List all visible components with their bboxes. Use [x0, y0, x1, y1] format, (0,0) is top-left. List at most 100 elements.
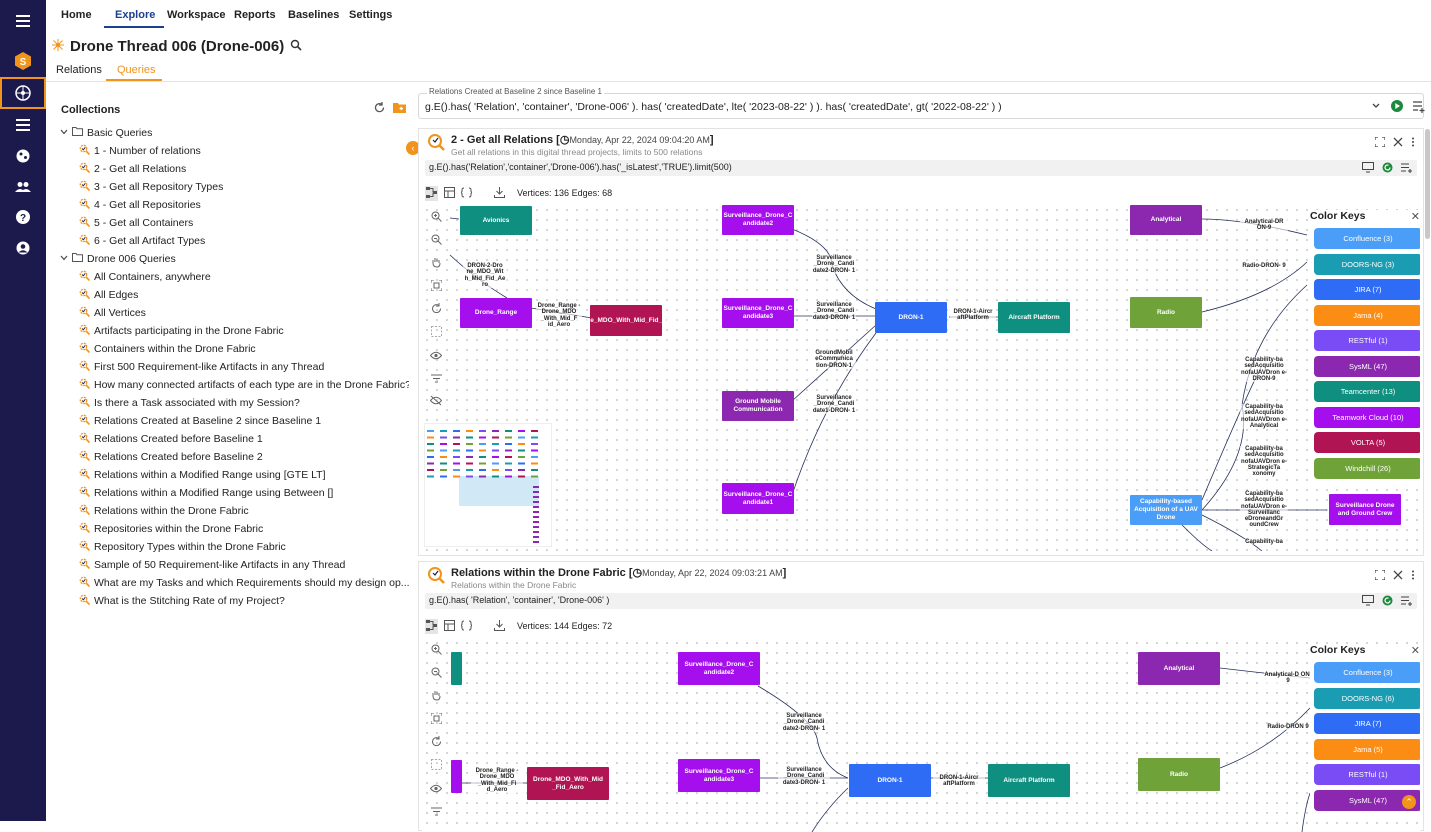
graph-view-icon[interactable]: [425, 185, 438, 201]
graph-node[interactable]: Avionics: [460, 206, 532, 235]
graph-node[interactable]: Radio: [1138, 758, 1220, 791]
tab-explore[interactable]: Explore: [115, 9, 156, 21]
zoom-in-icon[interactable]: [431, 644, 442, 658]
tab-reports[interactable]: Reports: [234, 9, 276, 21]
color-key-chip[interactable]: DOORS-NG (3): [1314, 253, 1420, 275]
tab-relations[interactable]: Relations: [56, 64, 102, 76]
pan-icon[interactable]: [431, 257, 442, 271]
graph-node[interactable]: Radio: [1130, 297, 1202, 328]
more-icon[interactable]: [1411, 136, 1415, 150]
query-item[interactable]: Containers within the Drone Fabric: [79, 340, 409, 358]
query-editor[interactable]: Relations Created at Baseline 2 since Ba…: [418, 87, 1426, 119]
graph-node[interactable]: Analytical: [1138, 652, 1220, 685]
fullscreen-icon[interactable]: [1374, 569, 1386, 583]
graph-node[interactable]: Surveillance_Drone_C andidate3: [722, 298, 794, 328]
graph-node[interactable]: DRON-1: [875, 302, 947, 333]
scrollbar[interactable]: [1425, 129, 1430, 239]
collection-folder[interactable]: Drone 006 Queries: [60, 250, 176, 268]
zoom-out-icon[interactable]: [431, 234, 442, 248]
graph-node[interactable]: Aircraft Platform: [998, 302, 1070, 333]
graph-node[interactable]: DRON-1: [849, 764, 931, 797]
graph-node[interactable]: Drone_MDO_With_Mid_Fid_Aero: [575, 305, 677, 336]
chevron-down-icon[interactable]: [60, 127, 68, 139]
graph-minimap[interactable]: [424, 423, 552, 547]
rerun-icon[interactable]: [1382, 595, 1393, 609]
add-folder-icon[interactable]: [393, 102, 406, 116]
color-key-chip[interactable]: SysML (47): [1314, 355, 1420, 377]
color-key-chip[interactable]: JIRA (7): [1314, 279, 1420, 300]
graph-node[interactable]: Drone_MDO_With_Mid _Fid_Aero: [527, 767, 609, 800]
help-fab-icon[interactable]: ⌃: [1402, 795, 1416, 809]
json-view-icon[interactable]: [460, 187, 473, 200]
query-item[interactable]: 5 - Get all Containers: [79, 214, 409, 232]
color-key-chip[interactable]: RESTful (1): [1314, 764, 1420, 785]
query-item[interactable]: Is there a Task associated with my Sessi…: [79, 394, 409, 412]
close-icon[interactable]: [1393, 136, 1403, 150]
color-key-chip[interactable]: Windchill (26): [1314, 457, 1420, 479]
table-view-icon[interactable]: [444, 186, 455, 200]
graph-node[interactable]: Analytical: [1130, 205, 1202, 235]
zoom-in-icon[interactable]: [431, 211, 442, 225]
run-query-icon[interactable]: [1390, 99, 1404, 116]
chevron-down-icon[interactable]: [60, 253, 68, 265]
color-key-chip[interactable]: RESTful (1): [1314, 330, 1420, 351]
filter-icon[interactable]: [430, 805, 442, 819]
color-key-chip[interactable]: Jama (4): [1314, 304, 1420, 326]
close-icon[interactable]: ✕: [1410, 645, 1420, 657]
query-item[interactable]: First 500 Requirement-like Artifacts in …: [79, 358, 409, 376]
query-item[interactable]: Relations Created before Baseline 2: [79, 448, 409, 466]
query-item[interactable]: 2 - Get all Relations: [79, 160, 409, 178]
tab-workspace[interactable]: Workspace: [167, 9, 226, 21]
query-item[interactable]: Relations within a Modified Range using …: [79, 466, 409, 484]
query-item[interactable]: How many connected artifacts of each typ…: [79, 376, 409, 394]
tab-home[interactable]: Home: [61, 9, 92, 21]
query-item[interactable]: Artifacts participating in the Drone Fab…: [79, 322, 409, 340]
rerun-icon[interactable]: [1382, 162, 1393, 176]
tab-baselines[interactable]: Baselines: [288, 9, 340, 21]
graph-node[interactable]: [451, 652, 462, 685]
filter-icon[interactable]: [430, 372, 442, 386]
minimap-viewport[interactable]: [459, 476, 539, 506]
reset-icon[interactable]: [431, 736, 442, 750]
hide-icon[interactable]: [429, 395, 443, 409]
query-item[interactable]: What are my Tasks and which Requirements…: [79, 574, 409, 592]
query-item[interactable]: All Vertices: [79, 304, 409, 322]
graph-node[interactable]: Surveillance Drone and Ground Crew: [1329, 494, 1401, 525]
copy-to-editor-icon[interactable]: [1362, 595, 1374, 609]
pan-icon[interactable]: [431, 690, 442, 704]
visibility-icon[interactable]: [429, 349, 443, 363]
query-item[interactable]: 6 - Get all Artifact Types: [79, 232, 409, 250]
download-icon[interactable]: [494, 186, 505, 200]
graph-node[interactable]: Drone_Range: [460, 298, 532, 328]
color-key-chip[interactable]: Jama (5): [1314, 738, 1420, 760]
add-to-list-icon[interactable]: [1401, 162, 1413, 176]
color-key-chip[interactable]: Teamwork Cloud (10): [1314, 406, 1420, 428]
users-icon[interactable]: [8, 172, 38, 202]
color-key-chip[interactable]: Teamcenter (13): [1314, 381, 1420, 402]
close-icon[interactable]: ✕: [1410, 211, 1420, 223]
query-item[interactable]: Relations Created before Baseline 1: [79, 430, 409, 448]
more-icon[interactable]: [1411, 569, 1415, 583]
query-item[interactable]: Repository Types within the Drone Fabric: [79, 538, 409, 556]
query-item[interactable]: 4 - Get all Repositories: [79, 196, 409, 214]
add-to-list-icon[interactable]: [1413, 99, 1426, 116]
color-key-chip[interactable]: Confluence (3): [1314, 228, 1420, 249]
json-view-icon[interactable]: [460, 620, 473, 633]
select-area-icon[interactable]: [430, 326, 442, 340]
visibility-icon[interactable]: [429, 782, 443, 796]
graph-view-icon[interactable]: [425, 618, 438, 634]
explore-nav-icon[interactable]: [0, 77, 46, 109]
graph-node[interactable]: Capability-based Acquisition of a UAV Dr…: [1130, 495, 1202, 525]
query-input[interactable]: g.E().has( 'Relation', 'container', 'Dro…: [425, 101, 1002, 113]
close-icon[interactable]: [1393, 569, 1403, 583]
query-item[interactable]: Sample of 50 Requirement-like Artifacts …: [79, 556, 409, 574]
account-icon[interactable]: [8, 233, 38, 263]
select-area-icon[interactable]: [430, 759, 442, 773]
table-view-icon[interactable]: [444, 619, 455, 633]
color-key-chip[interactable]: DOORS-NG (6): [1314, 687, 1420, 709]
graph-canvas[interactable]: Avionics Drone_Range Drone_MDO_With_Mid_…: [422, 205, 1420, 551]
collection-folder[interactable]: Basic Queries: [60, 124, 152, 142]
zoom-out-icon[interactable]: [431, 667, 442, 681]
color-key-chip[interactable]: VOLTA (5): [1314, 432, 1420, 453]
query-item[interactable]: Relations Created at Baseline 2 since Ba…: [79, 412, 409, 430]
